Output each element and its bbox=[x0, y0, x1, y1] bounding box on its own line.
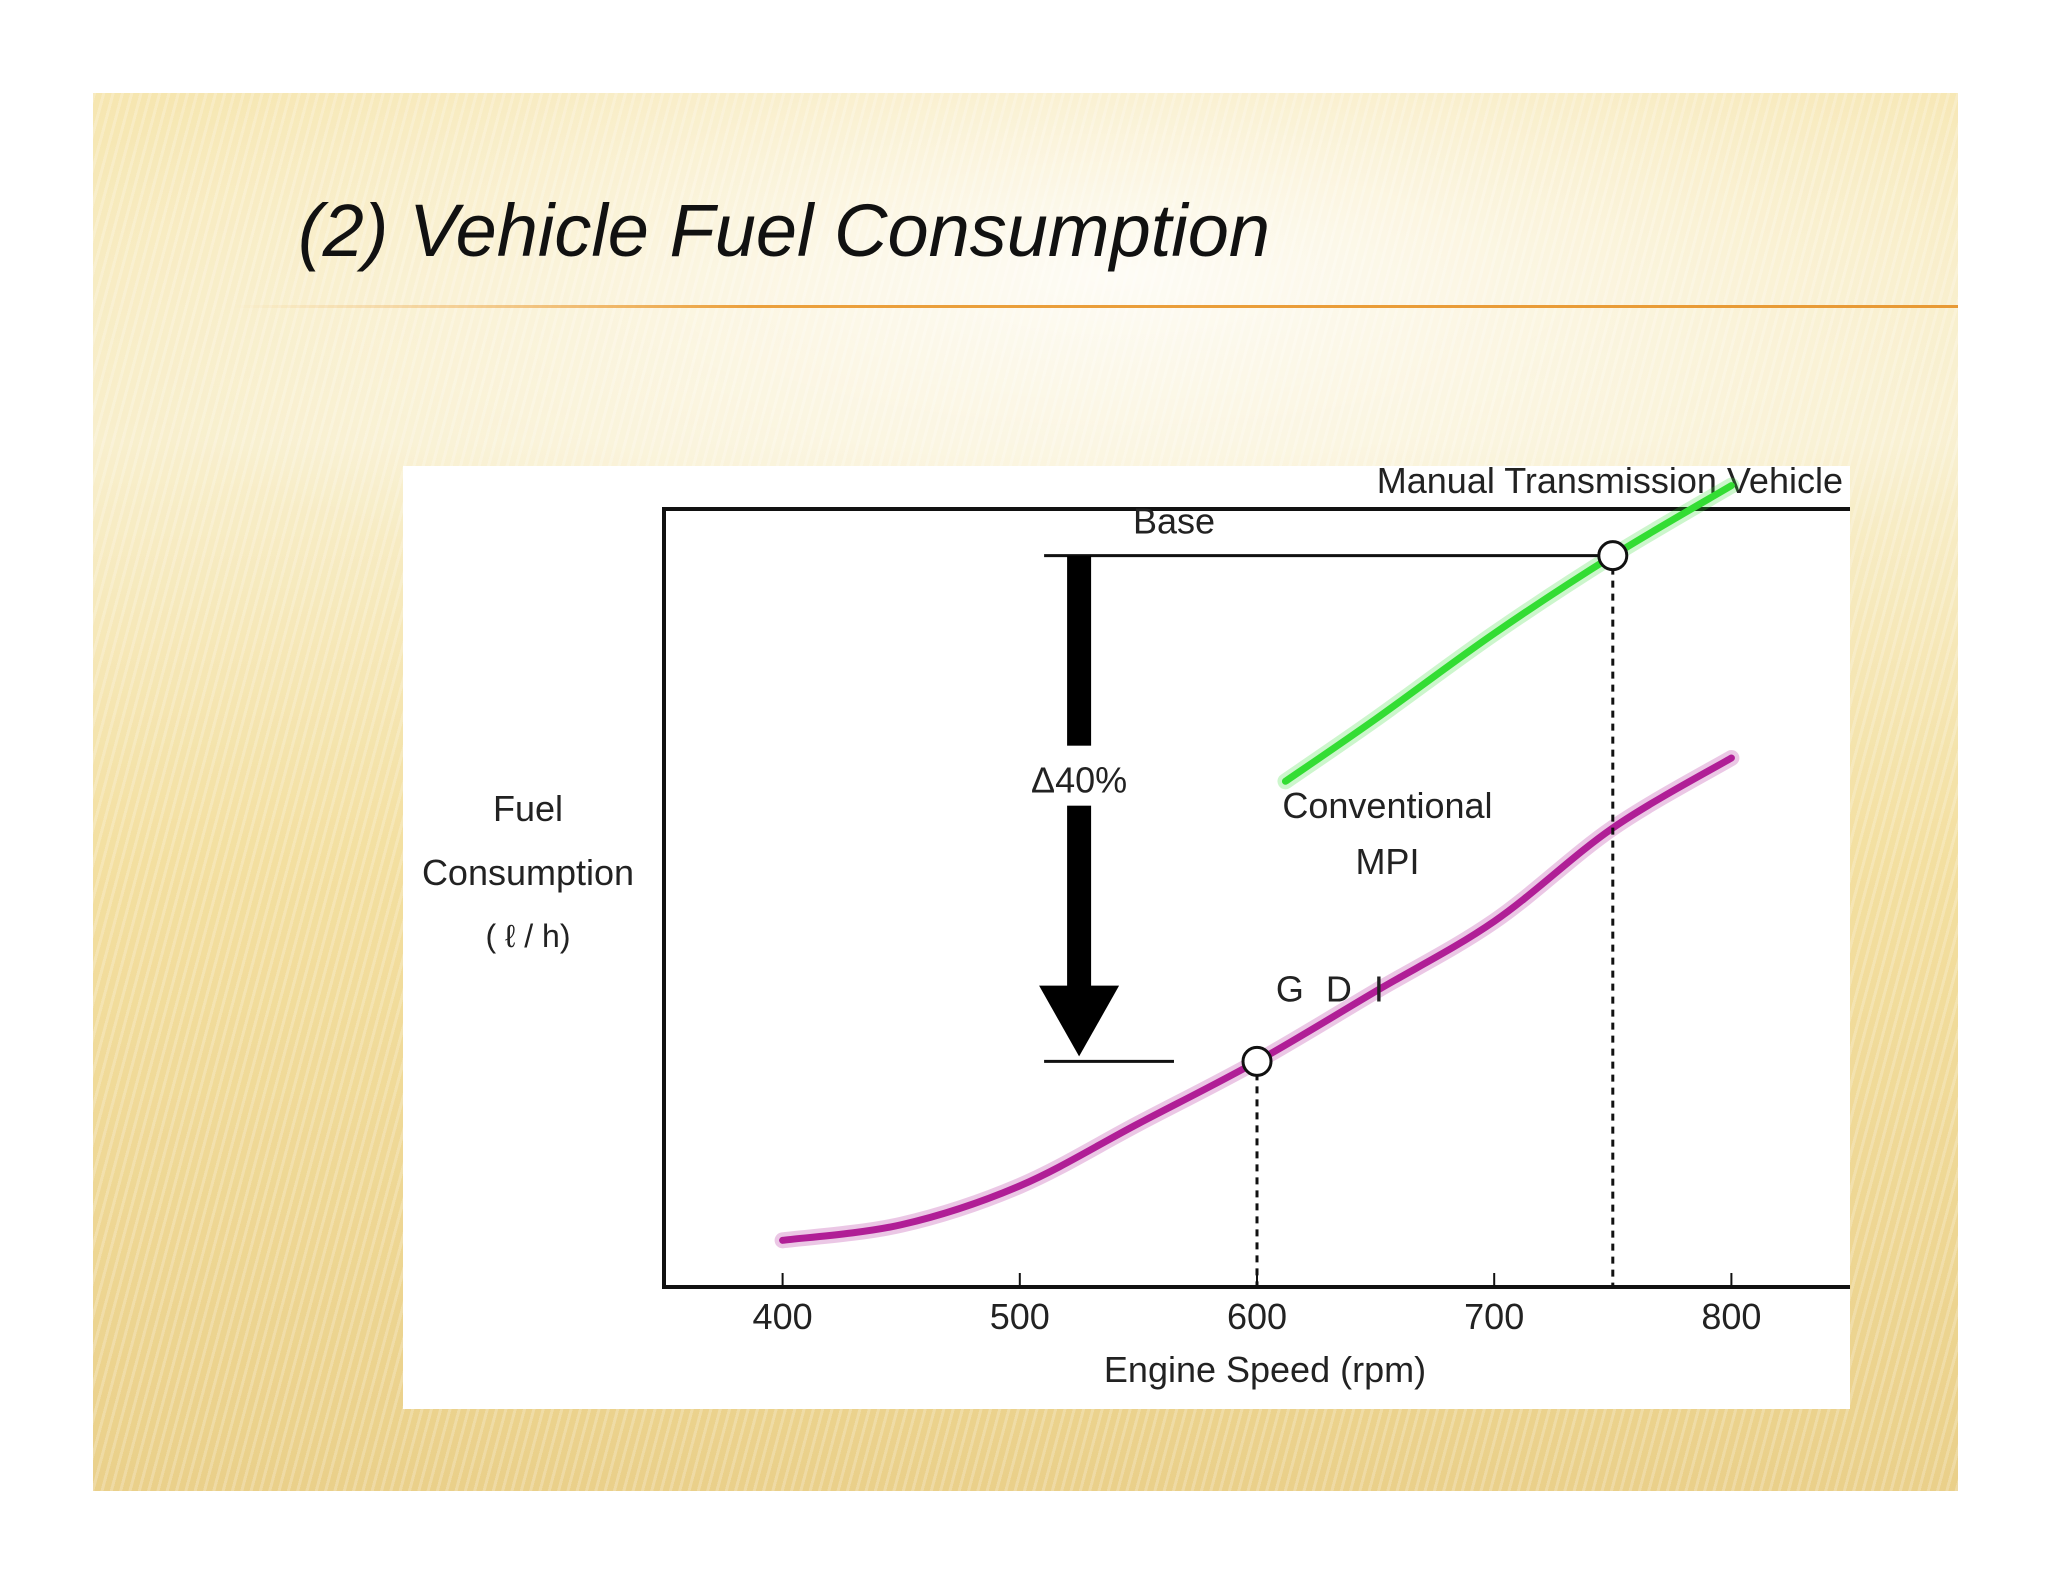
base-point-marker bbox=[1597, 540, 1629, 572]
y-axis-label: Fuel Consumption ( ℓ / h) bbox=[422, 788, 634, 954]
mpi-series-label: MPI bbox=[1355, 841, 1419, 882]
gdi-series-label: G D I bbox=[1276, 968, 1390, 1009]
x-tick-label: 500 bbox=[990, 1296, 1050, 1337]
reduction-arrow-head bbox=[1039, 985, 1120, 1057]
title-divider bbox=[233, 305, 1958, 308]
base-label: Base bbox=[1133, 501, 1215, 542]
slide-background: (2) Vehicle Fuel Consumption Manual Tran… bbox=[93, 93, 1958, 1491]
x-axis-ticks: 400 500 600 700 800 bbox=[753, 1273, 1761, 1337]
reduction-arrow-shaft-bottom bbox=[1067, 805, 1092, 1001]
x-tick-label: 800 bbox=[1701, 1296, 1761, 1337]
gdi-point-marker bbox=[1241, 1045, 1273, 1077]
x-tick-label: 700 bbox=[1464, 1296, 1524, 1337]
y-axis-label-line: Consumption bbox=[422, 852, 634, 893]
y-axis-label-line: ( ℓ / h) bbox=[485, 918, 570, 954]
chart-title: Manual Transmission Vehicle bbox=[1377, 466, 1843, 501]
mpi-series-line bbox=[1281, 482, 1735, 785]
mpi-series-label: Conventional bbox=[1282, 785, 1492, 826]
chart-panel: Manual Transmission Vehicle Fuel Consump… bbox=[403, 466, 1850, 1409]
reduction-label: Δ40% bbox=[1031, 760, 1127, 801]
x-tick-label: 400 bbox=[753, 1296, 813, 1337]
y-axis-label-line: Fuel bbox=[493, 788, 563, 829]
fuel-consumption-chart: Manual Transmission Vehicle Fuel Consump… bbox=[422, 466, 1850, 1390]
annotation-layer: Base Δ40% Conventional MPI G D I bbox=[1031, 501, 1629, 1287]
x-tick-label: 600 bbox=[1227, 1296, 1287, 1337]
reduction-arrow-shaft-top bbox=[1067, 555, 1092, 746]
slide-title: (2) Vehicle Fuel Consumption bbox=[298, 189, 1271, 272]
x-axis-label: Engine Speed (rpm) bbox=[1104, 1349, 1426, 1390]
